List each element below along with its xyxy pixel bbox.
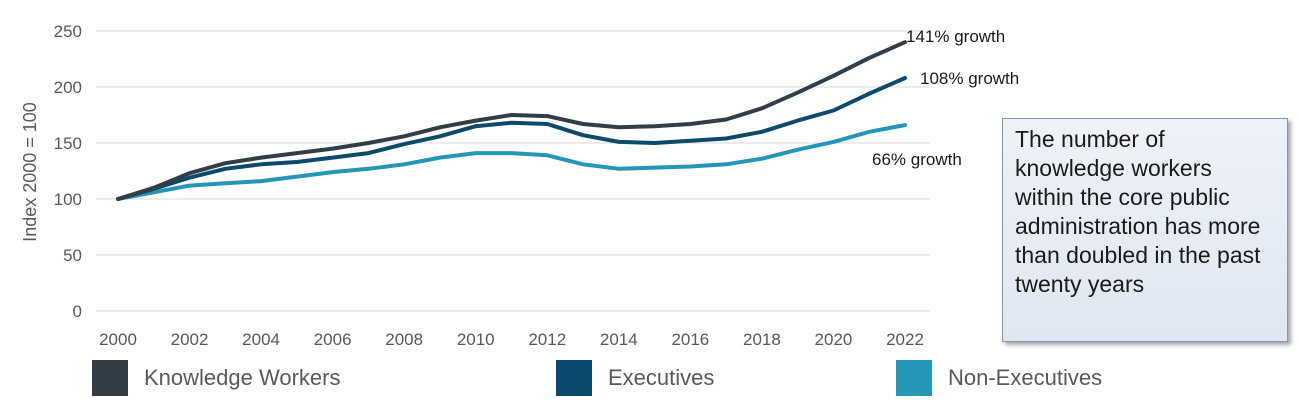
legend-label: Non-Executives — [948, 365, 1103, 390]
legend-swatch — [556, 360, 592, 396]
x-tick-label: 2022 — [886, 330, 924, 349]
y-tick-label: 0 — [73, 302, 82, 321]
legend-label: Executives — [608, 365, 715, 390]
x-tick-label: 2012 — [528, 330, 566, 349]
grid-lines — [96, 30, 930, 312]
y-tick-label: 50 — [63, 246, 82, 265]
y-tick-label: 100 — [54, 190, 82, 209]
x-tick-label: 2020 — [815, 330, 853, 349]
x-tick-label: 2014 — [600, 330, 638, 349]
x-tick-label: 2000 — [99, 330, 137, 349]
y-tick-label: 200 — [54, 78, 82, 97]
x-tick-label: 2010 — [457, 330, 495, 349]
x-axis-ticks: 2000 2002 2004 2006 2008 2010 2012 2014 2016 2018… — [99, 330, 924, 349]
series-line-non-executives — [116, 123, 907, 201]
x-tick-label: 2002 — [171, 330, 209, 349]
annotation-non-executives: 66% growth — [872, 150, 962, 169]
y-axis-label: Index 2000 = 100 — [20, 102, 40, 242]
legend-item-executives: Executives — [556, 358, 714, 398]
series-line-executives — [116, 76, 907, 201]
y-tick-label: 250 — [54, 22, 82, 41]
legend: Knowledge Workers Executives Non-Executi… — [0, 358, 1298, 398]
annotation-knowledge-workers: 141% growth — [906, 27, 1005, 46]
legend-label: Knowledge Workers — [144, 365, 341, 390]
legend-swatch — [896, 360, 932, 396]
legend-swatch — [92, 360, 128, 396]
x-tick-label: 2016 — [671, 330, 709, 349]
legend-item-non-executives: Non-Executives — [896, 358, 1102, 398]
annotation-executives: 108% growth — [920, 69, 1019, 88]
y-tick-label: 150 — [54, 134, 82, 153]
x-tick-label: 2008 — [385, 330, 423, 349]
legend-item-knowledge-workers: Knowledge Workers — [92, 358, 340, 398]
series-line-knowledge-workers — [116, 40, 907, 201]
x-tick-label: 2018 — [743, 330, 781, 349]
callout-box: The number of knowledge workers within t… — [1002, 118, 1288, 342]
y-axis-ticks: 0 50 100 150 200 250 — [54, 22, 82, 321]
x-tick-label: 2004 — [242, 330, 280, 349]
series-lines — [116, 40, 907, 201]
x-tick-label: 2006 — [314, 330, 352, 349]
